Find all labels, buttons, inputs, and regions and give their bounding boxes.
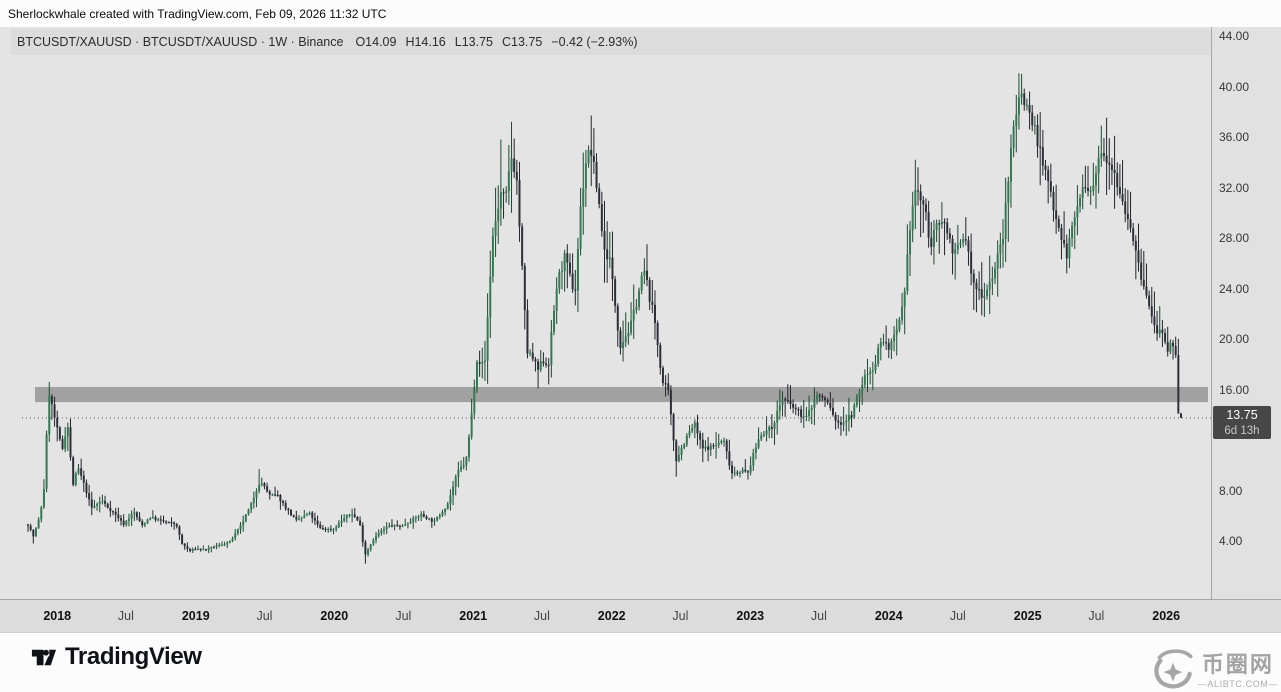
price-tick-label: 32.00 [1219,180,1250,195]
price-tick-label: 16.00 [1219,382,1250,397]
ohlc-item-o: O14.09 [355,35,397,49]
symbol-title[interactable]: BTCUSDT/XAUUSD · BTCUSDT/XAUUSD · 1W · B… [17,35,344,49]
tradingview-logo[interactable]: TradingView [30,643,202,671]
bottom-bar: TradingView 币圈网 —ALIBTC.COM— [0,634,1281,692]
time-tick-month: Jul [256,609,273,623]
price-axis[interactable]: 44.00 40.00 36.00 32.00 28.00 24.00 20.00 16.00… [1211,27,1281,633]
time-tick-year: 2022 [597,609,626,623]
chart-background [0,27,1211,599]
price-tick-label: 20.00 [1219,332,1250,346]
ohlc-item-l: L13.75 [454,35,493,49]
symbol-legend[interactable]: BTCUSDT/XAUUSD · BTCUSDT/XAUUSD · 1W · B… [11,29,1211,55]
site-watermark-domain: —ALIBTC.COM— [1197,679,1278,689]
last-price-label: 13.75 6d 13h [1213,405,1271,439]
time-axis[interactable]: 2018 Jul 2019 Jul 2020 Jul 2021 Jul 2022 Jul 2023 J… [0,599,1281,633]
price-tick-label: 4.00 [1219,534,1243,548]
time-tick-month: Jul [1088,609,1105,623]
time-tick-year: 2018 [43,609,72,623]
price-tick-label: 44.00 [1219,29,1250,43]
time-tick-year: 2020 [320,609,349,623]
time-tick-month: Jul [949,609,966,623]
tradingview-logo-text: TradingView [65,643,202,670]
time-tick-month: Jul [672,609,689,623]
ohlc-item-c: C13.75 [502,35,543,49]
time-tick-year: 2019 [181,609,210,623]
price-tick-label: 8.00 [1219,483,1243,498]
time-tick-year: 2026 [1152,609,1181,623]
site-watermark-name: 币圈网 [1201,652,1274,677]
time-tick-year: 2025 [1013,609,1042,623]
time-tick-month: Jul [395,609,412,623]
time-tick-year: 2024 [874,609,903,623]
time-tick-month: Jul [810,609,827,623]
change-value: −0.42 (−2.93%) [551,35,638,49]
time-tick-year: 2023 [736,609,765,623]
bar-countdown: 6d 13h [1224,424,1260,437]
ohlc-item-h: H14.16 [405,35,446,49]
ohlc-values: O14.09 H14.16 L13.75 C13.75 [355,35,551,49]
tradingview-logo-icon [31,649,57,665]
price-tick-label: 24.00 [1219,281,1250,296]
price-tick-label: 28.00 [1219,231,1250,245]
price-tick-label: 40.00 [1219,79,1250,94]
time-tick-year: 2021 [459,609,488,623]
site-watermark: 币圈网 —ALIBTC.COM— [1150,645,1278,691]
site-watermark-icon [1154,649,1193,689]
price-tick-label: 36.00 [1219,130,1250,144]
time-tick-month: Jul [117,609,134,623]
time-tick-month: Jul [533,609,550,623]
last-price-value: 13.75 [1226,407,1258,422]
attribution-text: Sherlockwhale created with TradingView.c… [8,7,387,21]
